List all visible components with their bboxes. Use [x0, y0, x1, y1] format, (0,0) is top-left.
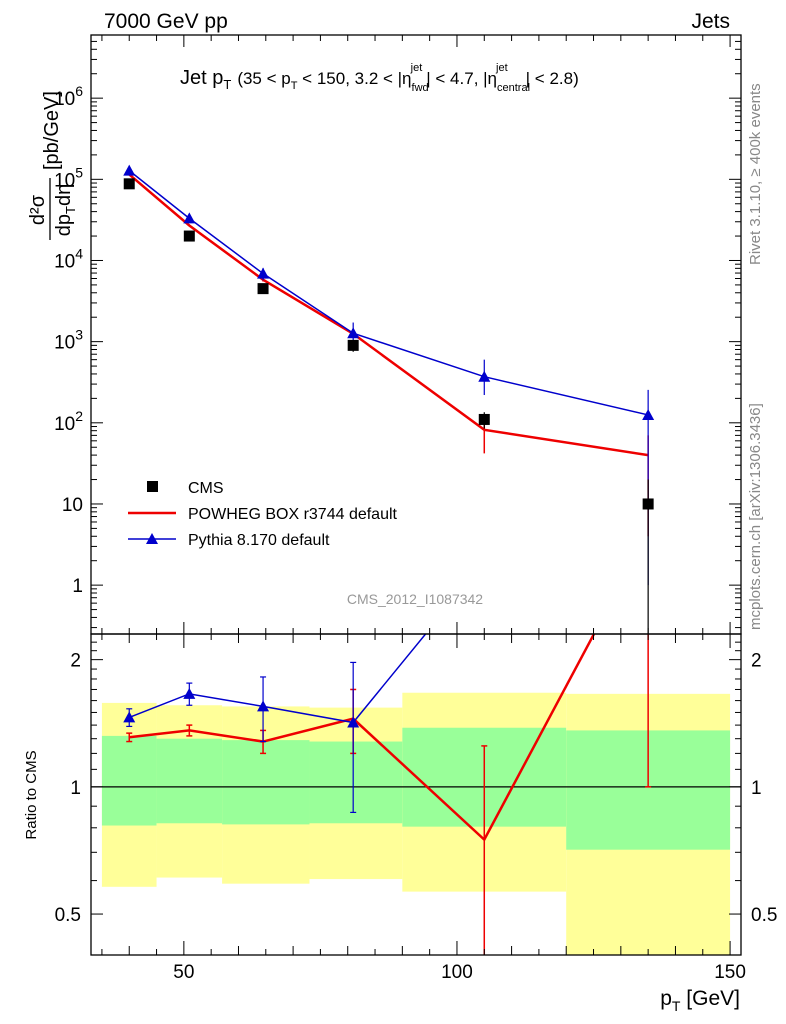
legend-cms-label: CMS — [188, 480, 224, 497]
pythia-line — [128, 170, 649, 416]
ratio-powheg-line — [129, 634, 596, 842]
header-right: Jets — [691, 10, 730, 33]
y-tick-label-ratio-right: 2 — [751, 651, 762, 672]
ratio-plot: 0.5 0.5 1 1 2 2 50 100 150 — [55, 325, 777, 983]
plot-title: Jet pT (35 < pT < 150, 3.2 < |ηfwdjet| < … — [180, 62, 579, 94]
y-tick-label-main: 10 — [62, 495, 83, 516]
y-tick-label-main: 104 — [54, 245, 83, 272]
y-tick-label-ratio-right: 0.5 — [751, 905, 777, 926]
main-series — [123, 164, 655, 634]
title-cuts-sub: T — [291, 80, 298, 92]
y-tick-label-ratio-right: 1 — [751, 778, 762, 799]
y-axis-label-ratio: Ratio to CMS — [23, 750, 40, 839]
x-tick-label: 50 — [173, 962, 194, 983]
cms-marker — [347, 339, 359, 351]
ratio-pythia-line — [128, 634, 427, 724]
cms-marker — [257, 283, 269, 295]
ratio-pythia-marker — [642, 325, 654, 336]
band-inner — [309, 741, 403, 824]
pythia-marker — [257, 267, 270, 279]
y-label-dsigma: d²σ — [27, 194, 49, 225]
main-plot: 1 10 102 103 104 105 106 — [54, 34, 742, 635]
y-tick-label-main: 103 — [54, 327, 83, 354]
title-cuts3-sub: central — [497, 82, 530, 94]
title-main: Jet p — [180, 67, 223, 89]
ratio-pythia-marker — [123, 711, 136, 723]
legend-powheg-label: POWHEG BOX r3744 default — [188, 506, 398, 523]
ratio-frame — [90, 633, 742, 956]
y-tick-label-main: 105 — [54, 164, 83, 191]
y-axis-label-main: d²σ dpTdη [pb/GeV] — [27, 91, 78, 240]
band-inner — [101, 735, 157, 826]
x-axis-label: pT [GeV] — [660, 987, 740, 1014]
title-cuts2-sup: jet — [410, 62, 423, 74]
y-tick-label-main: 102 — [54, 408, 83, 435]
pythia-marker — [347, 327, 360, 339]
pythia-marker — [478, 370, 491, 382]
ratio-series — [91, 325, 741, 955]
mcplots-label: mcplots.cern.ch [arXiv:1306.3436] — [747, 403, 764, 630]
x-tick-label: 150 — [714, 962, 746, 983]
cms-marker — [478, 413, 490, 425]
y-label-unit: [pb/GeV] — [41, 91, 63, 170]
uncertainty-bands — [101, 692, 731, 955]
powheg-line — [128, 173, 649, 457]
title-cuts: (35 < p — [237, 69, 290, 88]
ratio-pythia-marker — [183, 687, 196, 699]
cms-marker — [183, 230, 195, 242]
band-inner — [222, 740, 310, 825]
title-cuts4: | < 2.8) — [526, 69, 579, 88]
y-tick-label-ratio: 2 — [70, 651, 81, 672]
title-cuts3: | < 4.7, |η — [426, 69, 497, 88]
y-tick-label-ratio: 1 — [70, 778, 81, 799]
ratio-pythia-marker — [478, 556, 490, 567]
rivet-label: Rivet 3.1.10, ≥ 400k events — [747, 83, 764, 265]
y-label-denom: dpTdη — [53, 184, 78, 236]
y-tick-label-main: 1 — [72, 576, 83, 597]
pythia-marker — [183, 212, 196, 224]
legend-pythia-marker — [146, 533, 158, 544]
legend-cms-marker — [147, 481, 158, 492]
ratio-pythia-marker — [347, 716, 360, 728]
analysis-watermark: CMS_2012_I1087342 — [347, 591, 483, 607]
cms-marker — [642, 498, 654, 510]
title-main-sub: T — [223, 77, 231, 92]
title-cuts2: < 150, 3.2 < |η — [297, 69, 411, 88]
ratio-pythia-marker — [257, 700, 270, 712]
x-tick-label: 100 — [441, 962, 473, 983]
band-inner — [156, 738, 223, 824]
y-tick-label-ratio: 0.5 — [55, 905, 81, 926]
cms-marker — [123, 178, 135, 190]
legend-pythia-label: Pythia 8.170 default — [188, 532, 330, 549]
y-tick-label-main: 106 — [54, 83, 83, 110]
legend: CMS POWHEG BOX r3744 default Pythia 8.17… — [128, 480, 398, 549]
pythia-marker — [642, 408, 655, 420]
header-left: 7000 GeV pp — [104, 10, 228, 33]
pythia-marker — [123, 164, 136, 176]
title-cuts3-sup: jet — [495, 62, 508, 74]
title-cuts2-sub: fwd — [412, 82, 429, 94]
